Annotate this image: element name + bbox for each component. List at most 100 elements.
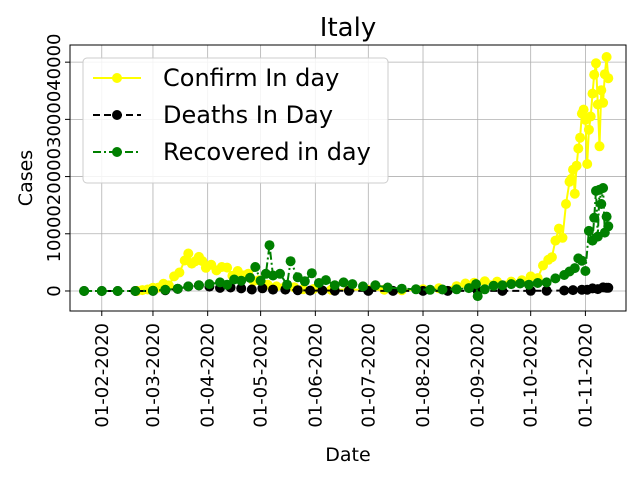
data-point [172,283,183,294]
data-point [541,277,552,288]
data-point [174,267,185,278]
data-point [585,111,596,122]
data-point [569,188,580,199]
data-point [250,262,261,272]
legend-box [82,57,389,184]
data-point [589,69,600,80]
data-point [578,104,589,115]
data-point [411,284,421,295]
data-point [193,280,204,291]
data-point [370,280,381,291]
x-axis: 01-02-2020 01-03-2020 01-04-2020 01-05-2020… [92,311,596,428]
data-point [264,240,275,251]
data-point [583,225,594,236]
data-point [571,160,582,171]
data-point [112,286,123,296]
data-point [292,285,303,296]
data-point [329,280,340,291]
y-axis-label: Cases [15,150,37,206]
data-point [575,132,586,143]
data-point [183,281,194,292]
series-2 [79,183,614,302]
data-point [96,286,107,296]
y-tick-label: 40000 [44,34,65,91]
data-point [317,285,328,296]
data-point [580,266,591,276]
x-tick-label: 01-02-2020 [92,323,113,428]
data-point [546,252,557,263]
data-point [285,256,296,267]
data-point [596,85,607,96]
data-point [598,97,609,108]
y-tick-label: 0 [44,285,65,296]
data-point [594,141,605,152]
data-point [236,283,247,294]
x-tick-label: 01-09-2020 [468,323,489,428]
data-point [566,173,577,184]
data-point [148,285,158,296]
data-point [299,276,310,287]
data-point [550,273,561,284]
data-point [255,275,266,286]
legend-label: Deaths In Day [163,101,333,129]
chart-title: Italy [320,13,376,43]
data-point [497,280,508,291]
data-point [488,280,499,291]
data-point [569,263,580,274]
data-point [246,284,257,295]
data-point [268,284,278,295]
legend-marker [112,73,122,83]
data-point [257,283,268,294]
data-point [568,285,578,296]
data-point [583,124,594,135]
legend-marker [112,110,122,120]
legend-label: Recovered in day [163,138,371,166]
data-point [557,232,568,243]
data-point [541,285,552,296]
series-layer [79,52,614,302]
x-tick-label: 01-03-2020 [143,323,164,428]
data-point [582,159,593,169]
data-point [471,279,481,290]
y-tick-label: 30000 [44,91,65,148]
legend-marker [112,147,122,157]
data-point [587,88,598,99]
x-tick-label: 01-07-2020 [358,323,379,428]
x-tick-label: 01-06-2020 [305,323,326,428]
y-tick-label: 20000 [44,148,65,205]
x-axis-label: Date [325,444,370,466]
data-point [559,285,570,296]
data-point [437,284,448,295]
data-point [603,73,614,84]
data-point [603,221,614,232]
data-point [275,268,285,279]
data-point [358,281,368,292]
data-point [347,279,358,290]
data-point [396,283,407,294]
legend-label: Confirm In day [163,64,339,92]
data-point [601,52,612,62]
data-point [183,248,194,259]
data-point [479,276,490,287]
data-point [425,284,436,295]
data-point [576,255,587,266]
data-point [338,277,349,288]
data-point [320,275,331,286]
data-point [601,211,612,222]
data-point [305,285,316,296]
data-point [472,291,483,302]
data-point [222,262,233,273]
data-point [573,143,584,154]
data-point [204,279,215,290]
data-point [451,284,462,295]
x-tick-label: 01-10-2020 [521,323,542,428]
data-point [523,279,534,290]
data-point [79,286,90,296]
data-point [282,279,293,290]
data-point [561,199,571,209]
data-point [553,223,564,234]
data-point [506,279,517,290]
data-point [479,284,490,295]
